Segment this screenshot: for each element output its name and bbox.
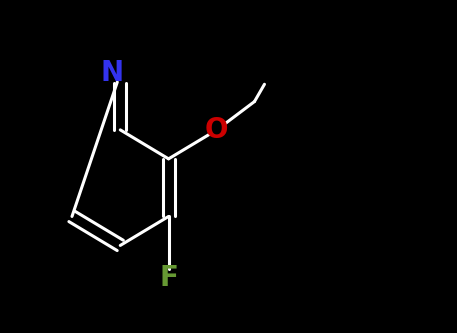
- Text: O: O: [205, 116, 228, 144]
- Text: N: N: [101, 59, 123, 87]
- Text: F: F: [159, 264, 178, 292]
